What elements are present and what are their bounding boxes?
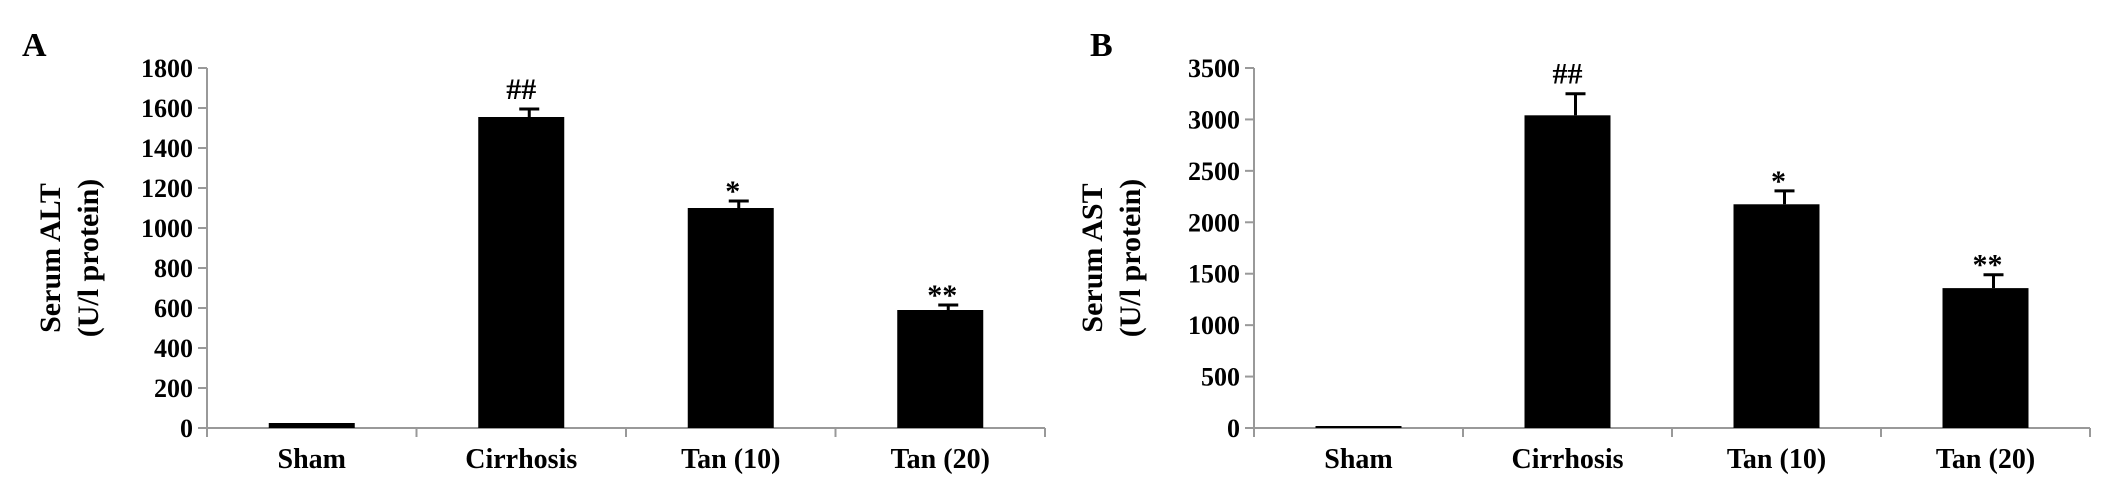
panel-b-label: B — [1090, 27, 1113, 64]
panel-b-y-tick-label: 3000 — [1188, 105, 1240, 134]
panel-a-significance-label-2: * — [725, 175, 740, 208]
panel-b-significance-label-3: ** — [1973, 249, 2003, 282]
panel-b-y-tick-label: 500 — [1201, 363, 1240, 392]
panel-a-bar-0 — [268, 423, 355, 428]
chart-panel-a: A Serum ALT (U/l protein) 0 200 400 600 800 1… — [22, 27, 1046, 475]
panel-b-category-label-0: Sham — [1324, 444, 1392, 475]
panel-b-y-tick-label: 2500 — [1188, 157, 1240, 186]
panel-a-y-tick-label: 800 — [154, 254, 193, 283]
panel-a-y-tick-label: 1200 — [141, 174, 193, 203]
panel-a-y-tick-label: 1600 — [141, 94, 193, 123]
panel-b-category-label-3: Tan (20) — [1936, 444, 2035, 475]
panel-a-category-label-3: Tan (20) — [891, 444, 990, 475]
panel-a-y-tick-label: 200 — [154, 374, 193, 403]
panel-a-bar-1 — [478, 117, 565, 428]
panel-b-y-tick-label: 2000 — [1188, 208, 1240, 237]
panel-a-bar-2 — [687, 208, 774, 428]
panel-a-y-tick-label: 1800 — [141, 54, 193, 83]
panel-b-category-label-1: Cirrhosis — [1512, 444, 1624, 475]
chart-panel-b: B Serum AST (U/l protein) 0 500 1000 1500 20… — [1076, 27, 2091, 475]
panel-b-ylabel-line2: (U/l protein) — [1114, 179, 1147, 338]
panel-a-ylabel-line2: (U/l protein) — [72, 179, 105, 338]
panel-b-significance-label-1: ## — [1553, 58, 1583, 91]
panel-a-ylabel-line1: Serum ALT — [34, 183, 67, 333]
panel-b-bar-2 — [1733, 204, 1820, 428]
panel-a-y-tick-label: 1000 — [141, 214, 193, 243]
panel-b-bar-3 — [1942, 288, 2029, 428]
panel-a-bar-3 — [897, 310, 984, 428]
panel-b-significance-label-2: * — [1771, 165, 1786, 198]
panel-a-category-label-0: Sham — [278, 444, 346, 475]
panel-b-bar-0 — [1315, 426, 1402, 428]
panel-b-plot-area: 0 500 1000 1500 2000 2500 3000 3500 Sham Cirrhosi… — [1188, 54, 2091, 475]
panel-a-y-tick-label: 0 — [180, 414, 193, 443]
panel-a-category-label-2: Tan (10) — [681, 444, 780, 475]
panel-a-category-label-1: Cirrhosis — [465, 444, 577, 475]
panel-b-ylabel-line1: Serum AST — [1076, 183, 1109, 332]
panel-a-plot-area: 0 200 400 600 800 1000 1200 1400 1600 1800 Sham Cir… — [141, 54, 1046, 475]
panel-a-label: A — [22, 27, 47, 64]
panel-b-bar-1 — [1524, 115, 1611, 429]
panel-a-significance-label-1: ## — [506, 73, 536, 106]
panel-b-y-tick-label: 1500 — [1188, 260, 1240, 289]
panel-b-y-tick-label: 3500 — [1188, 54, 1240, 83]
panel-a-y-tick-label: 1400 — [141, 134, 193, 163]
panel-b-category-label-2: Tan (10) — [1727, 444, 1826, 475]
panel-a-y-tick-label: 400 — [154, 334, 193, 363]
panel-b-y-tick-label: 1000 — [1188, 311, 1240, 340]
panel-a-y-tick-label: 600 — [154, 294, 193, 323]
panel-b-y-tick-label: 0 — [1227, 414, 1240, 443]
panel-a-significance-label-3: ** — [927, 279, 957, 312]
